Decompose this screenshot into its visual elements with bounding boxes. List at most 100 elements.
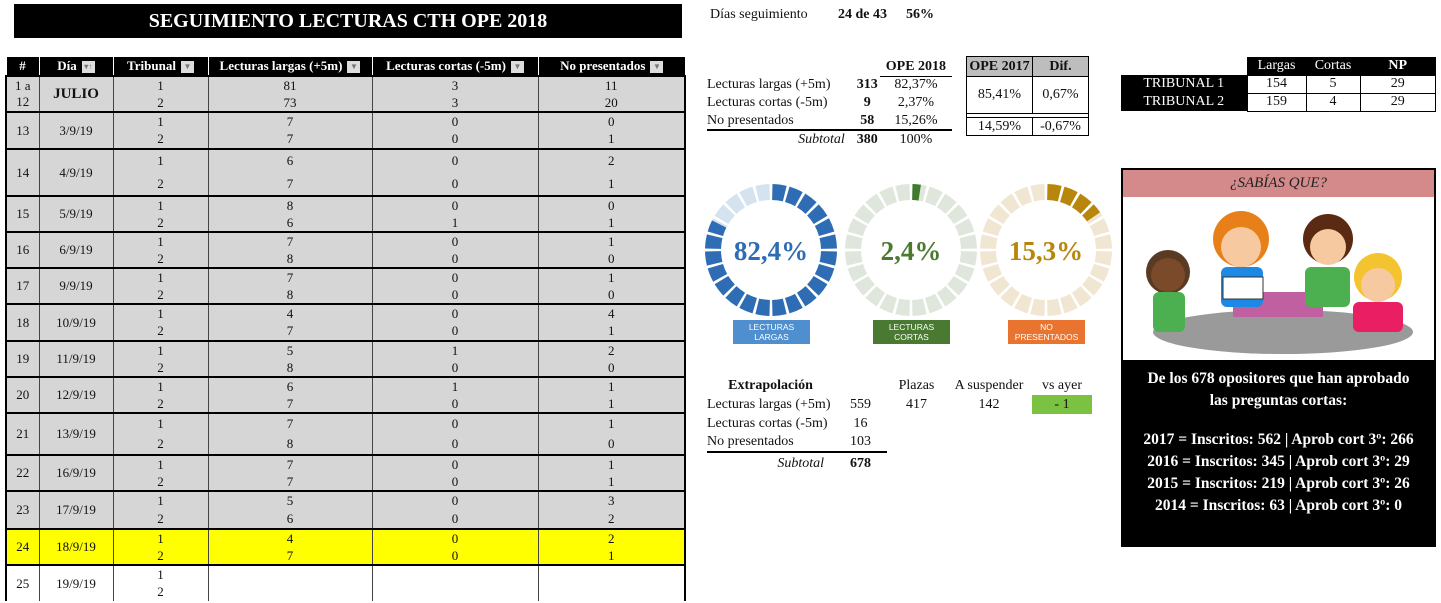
largas-cell[interactable]: 7: [207, 130, 372, 149]
tribunal-cell[interactable]: 2: [112, 547, 208, 565]
tribunal-cell[interactable]: 2: [112, 583, 208, 601]
largas-cell[interactable]: 7: [207, 454, 372, 473]
np-cell[interactable]: 1: [537, 322, 686, 341]
largas-cell[interactable]: 6: [207, 214, 372, 232]
cortas-cell[interactable]: 3: [371, 94, 538, 112]
tribunal-cell[interactable]: 1: [112, 195, 208, 214]
np-cell[interactable]: [537, 564, 686, 583]
largas-cell[interactable]: 7: [207, 231, 372, 250]
day-cell[interactable]: 12/9/19: [38, 376, 113, 413]
np-cell[interactable]: 1: [537, 473, 686, 491]
tribunal-cell[interactable]: 2: [112, 510, 208, 529]
tribunal-cell[interactable]: 2: [112, 172, 208, 196]
day-cell[interactable]: 5/9/19: [38, 195, 113, 232]
cortas-cell[interactable]: 0: [371, 454, 538, 473]
cortas-cell[interactable]: 0: [371, 172, 538, 196]
np-cell[interactable]: 1: [537, 231, 686, 250]
tribunal-cell[interactable]: 1: [112, 340, 208, 359]
row-number-cell[interactable]: 16: [5, 231, 39, 268]
cortas-cell[interactable]: 0: [371, 148, 538, 173]
tribunal-cell[interactable]: 2: [112, 214, 208, 232]
cortas-cell[interactable]: 1: [371, 376, 538, 395]
cortas-cell[interactable]: 1: [371, 340, 538, 359]
np-cell[interactable]: 1: [537, 130, 686, 149]
cortas-cell[interactable]: 0: [371, 412, 538, 434]
np-cell[interactable]: 1: [537, 172, 686, 196]
largas-cell[interactable]: 6: [207, 510, 372, 529]
filter-dropdown-icon[interactable]: ▼: [180, 61, 194, 74]
cortas-cell[interactable]: 0: [371, 359, 538, 377]
largas-cell[interactable]: 5: [207, 490, 372, 510]
row-number-cell[interactable]: 17: [5, 267, 39, 304]
cortas-cell[interactable]: 0: [371, 473, 538, 491]
row-number-cell[interactable]: 22: [5, 454, 39, 491]
largas-cell[interactable]: 6: [207, 376, 372, 395]
largas-cell[interactable]: 8: [207, 250, 372, 268]
cortas-cell[interactable]: [371, 583, 538, 601]
tribunal-cell[interactable]: 2: [112, 286, 208, 304]
np-cell[interactable]: 2: [537, 340, 686, 359]
np-cell[interactable]: 0: [537, 111, 686, 131]
cortas-cell[interactable]: 0: [371, 267, 538, 286]
cortas-cell[interactable]: 0: [371, 395, 538, 413]
largas-cell[interactable]: 7: [207, 473, 372, 491]
cortas-cell[interactable]: 0: [371, 195, 538, 214]
largas-cell[interactable]: 81: [207, 75, 372, 94]
tribunal-cell[interactable]: 1: [112, 303, 208, 323]
tribunal-cell[interactable]: 1: [112, 376, 208, 395]
np-cell[interactable]: 0: [537, 250, 686, 268]
cortas-cell[interactable]: 0: [371, 111, 538, 131]
np-cell[interactable]: 20: [537, 94, 686, 112]
tribunal-cell[interactable]: 1: [112, 231, 208, 250]
largas-cell[interactable]: 7: [207, 267, 372, 286]
tribunal-cell[interactable]: 1: [112, 267, 208, 286]
np-cell[interactable]: 2: [537, 510, 686, 529]
largas-cell[interactable]: 8: [207, 359, 372, 377]
day-cell[interactable]: 17/9/19: [38, 490, 113, 529]
np-cell[interactable]: 0: [537, 286, 686, 304]
tribunal-cell[interactable]: 1: [112, 111, 208, 131]
np-cell[interactable]: 1: [537, 376, 686, 395]
cortas-cell[interactable]: 0: [371, 286, 538, 304]
cortas-cell[interactable]: 0: [371, 322, 538, 341]
day-cell[interactable]: 11/9/19: [38, 340, 113, 377]
np-cell[interactable]: 1: [537, 454, 686, 473]
tribunal-cell[interactable]: 1: [112, 564, 208, 583]
row-number-cell[interactable]: 18: [5, 303, 39, 341]
np-cell[interactable]: 1: [537, 412, 686, 434]
cortas-cell[interactable]: 0: [371, 231, 538, 250]
np-cell[interactable]: 1: [537, 214, 686, 232]
row-number-cell[interactable]: 25: [5, 564, 39, 601]
largas-cell[interactable]: [207, 583, 372, 601]
cortas-cell[interactable]: 0: [371, 303, 538, 323]
largas-cell[interactable]: 7: [207, 412, 372, 434]
largas-cell[interactable]: 8: [207, 286, 372, 304]
row-number-cell[interactable]: 24: [5, 528, 39, 565]
np-cell[interactable]: 4: [537, 303, 686, 323]
filter-dropdown-icon[interactable]: ▼: [347, 61, 361, 74]
largas-cell[interactable]: 4: [207, 303, 372, 323]
tribunal-cell[interactable]: 2: [112, 473, 208, 491]
np-cell[interactable]: [537, 583, 686, 601]
cortas-cell[interactable]: 0: [371, 250, 538, 268]
day-cell[interactable]: 9/9/19: [38, 267, 113, 304]
tribunal-cell[interactable]: 1: [112, 454, 208, 473]
row-number-cell[interactable]: 20: [5, 376, 39, 413]
tribunal-cell[interactable]: 1: [112, 75, 208, 94]
largas-cell[interactable]: 5: [207, 340, 372, 359]
tribunal-cell[interactable]: 2: [112, 395, 208, 413]
cortas-cell[interactable]: 1: [371, 214, 538, 232]
np-cell[interactable]: 1: [537, 547, 686, 565]
cortas-cell[interactable]: 0: [371, 547, 538, 565]
row-number-cell[interactable]: 14: [5, 148, 39, 196]
tribunal-cell[interactable]: 2: [112, 359, 208, 377]
day-cell[interactable]: 4/9/19: [38, 148, 113, 196]
tribunal-cell[interactable]: 1: [112, 528, 208, 547]
np-cell[interactable]: 1: [537, 395, 686, 413]
tribunal-cell[interactable]: 2: [112, 250, 208, 268]
tribunal-cell[interactable]: 1: [112, 148, 208, 173]
cortas-cell[interactable]: [371, 564, 538, 583]
cortas-cell[interactable]: 0: [371, 130, 538, 149]
row-number-cell[interactable]: 19: [5, 340, 39, 377]
np-cell[interactable]: 2: [537, 148, 686, 173]
